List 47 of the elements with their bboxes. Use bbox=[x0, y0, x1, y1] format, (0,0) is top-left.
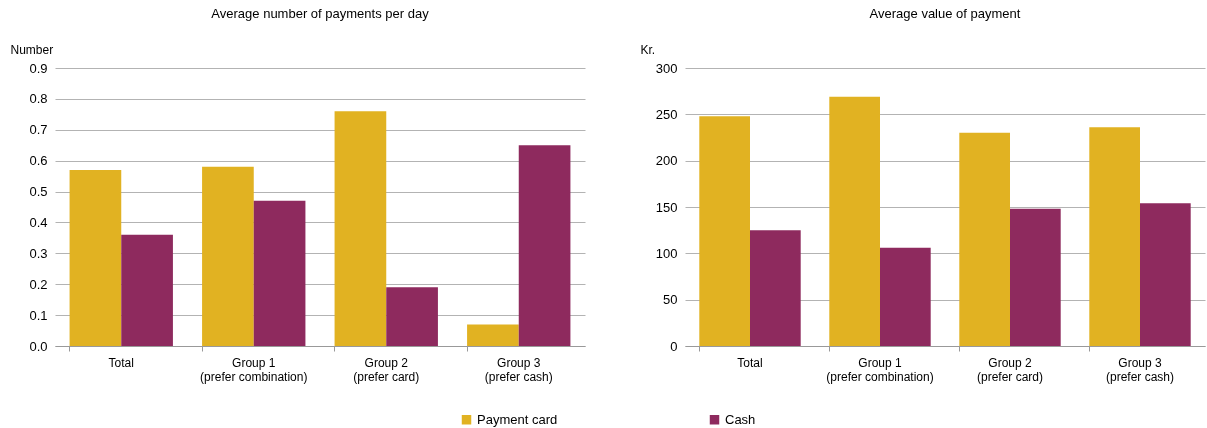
bar bbox=[750, 230, 801, 346]
y-tick-label: 0.1 bbox=[29, 307, 48, 323]
legend-label: Cash bbox=[725, 411, 756, 427]
x-tick-label: Group 1 (prefer combination) bbox=[200, 355, 308, 384]
legend-label: Payment card bbox=[477, 411, 558, 427]
bar bbox=[1140, 203, 1191, 346]
y-axis-title: Kr. bbox=[640, 42, 656, 57]
bar bbox=[253, 200, 306, 346]
y-tick-label: 150 bbox=[655, 199, 678, 215]
bar bbox=[959, 132, 1010, 346]
y-tick-label: 200 bbox=[655, 153, 678, 169]
bar bbox=[880, 247, 931, 346]
x-tick-label: Group 2 (prefer card) bbox=[353, 355, 420, 384]
bar bbox=[699, 116, 750, 346]
y-tick-label: 0.3 bbox=[29, 245, 48, 261]
y-tick-label: 0.5 bbox=[29, 184, 48, 200]
y-tick-label: 0.9 bbox=[29, 60, 48, 76]
y-axis-title: Number bbox=[10, 42, 54, 57]
y-tick-label: 300 bbox=[655, 60, 678, 76]
y-tick-label: 0 bbox=[670, 338, 678, 354]
bar bbox=[467, 324, 519, 346]
bar bbox=[1010, 208, 1061, 346]
y-tick-label: 250 bbox=[655, 106, 678, 122]
x-tick-label: Group 1 (prefer combination) bbox=[826, 355, 934, 384]
y-tick-label: 0.0 bbox=[29, 338, 48, 354]
bar bbox=[202, 166, 254, 346]
chart-title: Average value of payment bbox=[869, 6, 1021, 21]
x-tick-label: Group 3 (prefer cash) bbox=[484, 355, 553, 384]
bar bbox=[1089, 127, 1140, 346]
bar bbox=[121, 234, 173, 346]
y-tick-label: 0.6 bbox=[29, 153, 48, 169]
y-tick-label: 100 bbox=[655, 245, 678, 261]
bar bbox=[334, 111, 387, 346]
x-tick-label: Group 2 (prefer card) bbox=[976, 355, 1044, 384]
bar bbox=[69, 169, 122, 346]
x-tick-label: Total bbox=[737, 355, 763, 370]
y-tick-label: 0.4 bbox=[29, 214, 48, 230]
bar bbox=[386, 287, 438, 346]
bar bbox=[518, 145, 571, 346]
y-tick-label: 0.8 bbox=[29, 91, 48, 107]
x-tick-label: Group 3 (prefer cash) bbox=[1105, 355, 1175, 384]
y-tick-label: 0.2 bbox=[29, 276, 48, 292]
y-tick-label: 50 bbox=[663, 292, 678, 308]
chart-title: Average number of payments per day bbox=[211, 6, 430, 21]
x-tick-label: Total bbox=[108, 355, 134, 370]
bar bbox=[829, 96, 880, 346]
y-tick-label: 0.7 bbox=[29, 122, 48, 138]
